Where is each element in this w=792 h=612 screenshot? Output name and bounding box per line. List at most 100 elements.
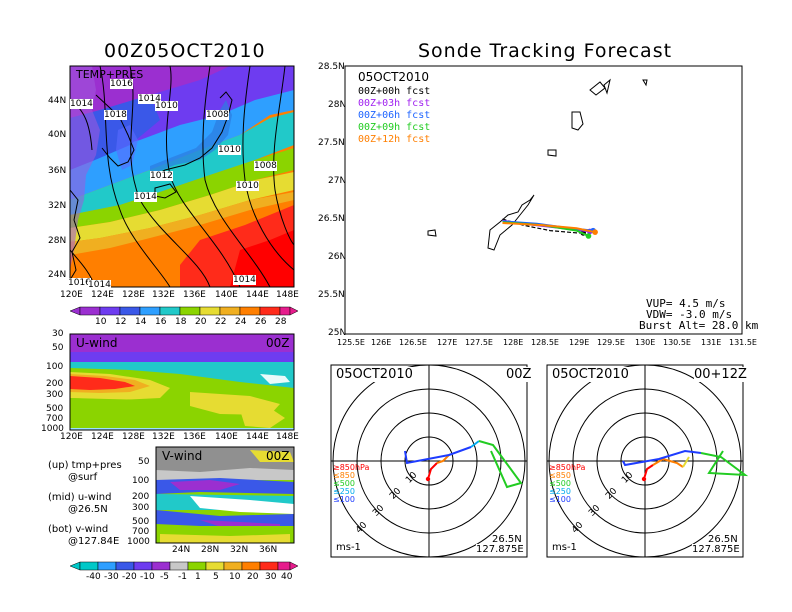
- lat-tick: 24N: [48, 270, 67, 280]
- hodo-legend-item: ≤100: [333, 495, 355, 504]
- cbar-label: 10: [95, 317, 107, 327]
- lon-tick: 140E: [215, 290, 238, 300]
- lon-tick: 126.5E: [399, 338, 427, 347]
- lon-tick: 126E: [371, 338, 392, 347]
- hodo-legend-item: ≤850: [549, 471, 571, 480]
- hodograph-left-frame: [330, 364, 528, 558]
- cbar-label: -10: [140, 572, 155, 582]
- cbar-label: -30: [104, 572, 119, 582]
- lat-tick: 44N: [48, 96, 67, 106]
- cbar-label: 10: [229, 572, 241, 582]
- hodograph-surface-point: [425, 476, 431, 482]
- isobar-label: 1018: [104, 110, 127, 120]
- u-wind-time: 00Z: [266, 336, 290, 350]
- isobar-label: 1014: [70, 99, 93, 109]
- hodo-left-time: 00Z: [506, 367, 532, 382]
- cbar-label: 14: [135, 317, 147, 327]
- v-wind-time: 00Z: [266, 449, 290, 463]
- cbar-label: 16: [155, 317, 167, 327]
- p-tick: 200: [132, 492, 150, 502]
- hodo-right-date: 05OCT2010: [552, 367, 629, 382]
- lon-tick: 120E: [60, 290, 83, 300]
- lat-tick: 25N: [328, 328, 347, 338]
- lat-tick: 32N: [48, 201, 67, 211]
- lat-tick: 27.5N: [318, 138, 345, 148]
- tp-label: TEMP+PRES: [76, 68, 144, 81]
- cbar-label: -20: [122, 572, 137, 582]
- lat-tick: 28N: [201, 545, 220, 555]
- burst-text: Burst Alt= 28.0 km: [639, 319, 759, 332]
- p-tick: 700: [132, 527, 150, 537]
- hodo-legend-item: ≤850: [333, 471, 355, 480]
- temp-pres-field: [70, 66, 294, 287]
- u-wind-frame: [69, 333, 295, 431]
- p-tick: 1000: [127, 537, 150, 547]
- lon-tick: 124E: [91, 432, 114, 442]
- lon-tick: 128E: [122, 290, 145, 300]
- lon-tick: 129E: [569, 338, 590, 347]
- isobar-label: 1008: [254, 161, 277, 171]
- v-wind-frame: [155, 446, 295, 544]
- hodograph-trace: [470, 440, 480, 448]
- hodo-left-date: 05OCT2010: [336, 367, 413, 382]
- u-wind-label: U-wind: [76, 336, 118, 350]
- isobar-label: 1014: [134, 192, 157, 202]
- hodo-right-lon: 127.875E: [692, 544, 740, 555]
- legend-03h: 00Z+03h fcst: [358, 98, 431, 109]
- lon-tick: 120E: [60, 432, 83, 442]
- lon-tick: 140E: [215, 432, 238, 442]
- cbar-label: 20: [247, 572, 259, 582]
- isobar-label: 1014: [233, 275, 256, 285]
- sonde-tracks: [502, 218, 598, 239]
- cbar-label: -1: [178, 572, 187, 582]
- p-tick: 50: [138, 457, 150, 467]
- v-wind-label: V-wind: [162, 449, 203, 463]
- lon-tick: 148E: [276, 290, 299, 300]
- cbar-label: 1: [195, 572, 201, 582]
- p-tick: 100: [46, 362, 64, 372]
- lon-tick: 127E: [437, 338, 458, 347]
- lat-tick: 28N: [48, 236, 67, 246]
- lon-tick: 131.5E: [729, 338, 757, 347]
- p-tick: 1000: [41, 424, 64, 434]
- p-tick: 700: [46, 414, 64, 424]
- track-line: [502, 222, 596, 234]
- hodo-left-lon: 127.875E: [476, 544, 524, 555]
- cbar-label: 18: [175, 317, 187, 327]
- hodograph-trace: [700, 450, 749, 477]
- lat-tick: 28N: [328, 100, 347, 110]
- hodo-legend-item: ≤250: [549, 487, 571, 496]
- temp-pres-frame: [69, 65, 295, 288]
- lon-tick: 136E: [183, 432, 206, 442]
- p-tick: 300: [132, 503, 150, 513]
- cbar-label: 5: [213, 572, 219, 582]
- left-title: 00Z05OCT2010: [104, 40, 266, 62]
- note-bot-b: @127.84E: [68, 536, 120, 547]
- lon-tick: 128E: [503, 338, 524, 347]
- hodograph-trace: [652, 457, 684, 468]
- temp-colorbar: [69, 306, 299, 316]
- cbar-label: 22: [215, 317, 227, 327]
- note-bot-a: (bot) v-wind: [48, 524, 109, 535]
- isobar-label: 1016: [110, 79, 133, 89]
- p-tick: 200: [46, 379, 64, 389]
- lat-tick: 40N: [48, 130, 67, 140]
- lat-tick: 26N: [328, 252, 347, 262]
- hodo-legend-item: ≥850hPa: [549, 463, 586, 472]
- cbar-label: 24: [235, 317, 247, 327]
- lon-tick: 132E: [152, 432, 175, 442]
- isobar-label: 1014: [88, 280, 111, 290]
- cbar-label: 30: [265, 572, 277, 582]
- note-mid-a: (mid) u-wind: [48, 492, 112, 503]
- isobar-label: 1010: [236, 181, 259, 191]
- cbar-label: -40: [86, 572, 101, 582]
- hodo-right-lat: 26.5N: [708, 534, 738, 545]
- hodograph-trace: [404, 446, 472, 465]
- hodo-right-time: 00+12Z: [694, 367, 747, 382]
- v-wind-field: [156, 447, 294, 543]
- hodograph-surface-point: [641, 476, 647, 482]
- cbar-label: 12: [115, 317, 127, 327]
- isobar-label: 1010: [218, 145, 241, 155]
- cbar-label: -5: [160, 572, 169, 582]
- lon-tick: 131E: [701, 338, 722, 347]
